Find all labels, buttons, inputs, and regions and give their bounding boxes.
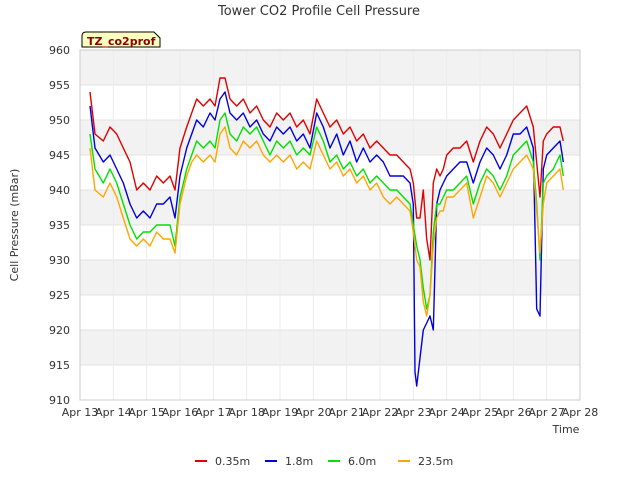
site-badge-label: TZ_co2prof [87, 35, 156, 48]
site-badge: TZ_co2prof [81, 31, 161, 48]
x-tick-label: Apr 22 [362, 406, 399, 419]
legend-item: 6.0m [328, 455, 376, 468]
grid-band [80, 260, 580, 295]
y-axis-label: Cell Pressure (mBar) [8, 169, 21, 282]
y-tick-label: 910 [49, 394, 70, 407]
series-line-0-35m [89, 77, 564, 261]
legend: 0.35m 1.8m 6.0m 23.5m [195, 455, 453, 468]
x-tick-label: Apr 19 [262, 406, 299, 419]
series-line-23-5m [89, 126, 564, 317]
y-tick-label: 915 [49, 359, 70, 372]
y-axis-ticks: 910 915 920 925 930 935 940 945 950 955 960 [49, 44, 70, 407]
legend-label: 1.8m [285, 455, 313, 468]
y-tick-label: 930 [49, 254, 70, 267]
x-tick-label: Apr 18 [228, 406, 265, 419]
x-tick-label: Apr 25 [462, 406, 499, 419]
x-tick-label: Apr 24 [428, 406, 465, 419]
x-tick-label: Apr 13 [62, 406, 99, 419]
grid-band [80, 225, 580, 260]
grid-band [80, 330, 580, 365]
x-tick-label: Apr 28 [562, 406, 599, 419]
legend-label: 6.0m [348, 455, 376, 468]
y-tick-label: 950 [49, 114, 70, 127]
x-tick-label: Apr 26 [495, 406, 532, 419]
grid-bands [80, 50, 580, 400]
series-line-6-0m [89, 112, 564, 310]
y-tick-label: 940 [49, 184, 70, 197]
grid-band [80, 50, 580, 85]
site-badge-box [81, 31, 161, 48]
x-tick-label: Apr 14 [95, 406, 132, 419]
legend-item: 0.35m [195, 455, 250, 468]
series-lines [89, 77, 564, 387]
legend-item: 23.5m [398, 455, 453, 468]
y-tick-label: 955 [49, 79, 70, 92]
x-tick-label: Apr 15 [128, 406, 165, 419]
x-tick-label: Apr 27 [528, 406, 565, 419]
legend-label: 23.5m [418, 455, 453, 468]
grid-band [80, 85, 580, 120]
y-tick-label: 945 [49, 149, 70, 162]
legend-label: 0.35m [215, 455, 250, 468]
grid-band [80, 190, 580, 225]
plot-area-frame [79, 49, 581, 401]
x-tick-label: Apr 16 [162, 406, 199, 419]
chart-title: Tower CO2 Profile Cell Pressure [217, 4, 420, 19]
y-tick-label: 960 [49, 44, 70, 57]
x-tick-label: Apr 21 [328, 406, 365, 419]
x-tick-label: Apr 20 [295, 406, 332, 419]
y-tick-label: 920 [49, 324, 70, 337]
grid-band [80, 365, 580, 400]
legend-item: 1.8m [265, 455, 313, 468]
x-tick-label: Apr 23 [395, 406, 432, 419]
grid-band [80, 295, 580, 330]
y-tick-label: 935 [49, 219, 70, 232]
series-line-1-8m [89, 91, 564, 387]
y-tick-label: 925 [49, 289, 70, 302]
x-axis-label: Time [552, 423, 580, 436]
x-tick-label: Apr 17 [195, 406, 232, 419]
